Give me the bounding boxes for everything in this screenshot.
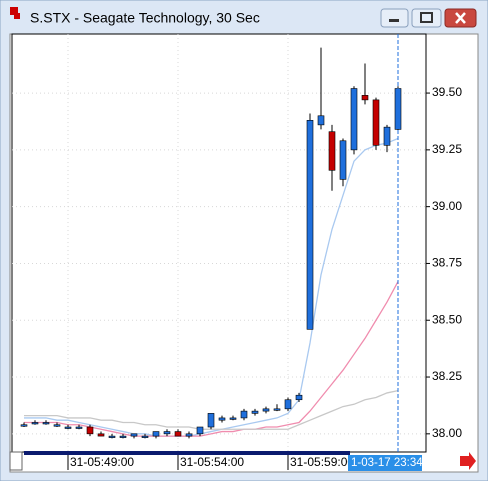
- minimize-icon: [389, 19, 399, 22]
- x-tick-label: 31-05:54:00: [180, 455, 244, 469]
- candle-body: [207, 413, 215, 428]
- maximize-button[interactable]: [411, 8, 442, 28]
- candle-body: [185, 433, 193, 437]
- candle-body: [20, 424, 28, 427]
- candle-body: [284, 399, 292, 410]
- candle-body: [350, 88, 358, 151]
- candle-body: [361, 95, 369, 101]
- indicator-line: [24, 137, 399, 437]
- app-icon: [10, 7, 18, 15]
- y-tick-label: 38.50: [432, 312, 462, 326]
- close-icon: [455, 12, 466, 24]
- candle-body: [86, 426, 94, 435]
- candle-body: [229, 417, 237, 420]
- candle-body: [130, 433, 138, 437]
- scroll-right-arrow[interactable]: [460, 452, 476, 470]
- candle-body: [196, 426, 204, 435]
- cursor-label-box: [348, 455, 422, 471]
- candle-body: [251, 410, 259, 414]
- candle-body: [317, 115, 325, 126]
- indicator-line: [24, 390, 399, 430]
- indicator-line: [24, 281, 399, 437]
- candle-body: [174, 431, 182, 437]
- y-tick-label: 39.00: [432, 199, 462, 213]
- maximize-icon: [420, 12, 433, 23]
- candle-body: [97, 433, 105, 437]
- x-tick-label: 31-05:49:00: [70, 455, 134, 469]
- window-title: S.STX - Seagate Technology, 30 Sec: [30, 10, 260, 26]
- app-icon: [14, 13, 20, 19]
- minimize-button[interactable]: [380, 8, 409, 28]
- x-tick-label: 31-05:59:00: [290, 455, 354, 469]
- candle-body: [75, 426, 83, 429]
- y-tick-label: 39.25: [432, 142, 462, 156]
- y-tick-label: 38.75: [432, 256, 462, 270]
- cursor-label: 1-03-17 23:34:00: [351, 457, 439, 469]
- candle-body: [262, 408, 270, 412]
- y-tick-label: 38.00: [432, 426, 462, 440]
- y-tick-label: 38.25: [432, 369, 462, 383]
- candle-body: [141, 435, 149, 438]
- candle-body: [295, 394, 303, 401]
- y-tick-label: 39.50: [432, 85, 462, 99]
- candle-body: [53, 424, 61, 427]
- candle-body: [372, 99, 380, 146]
- candle-body: [108, 435, 116, 438]
- candle-body: [163, 431, 171, 435]
- candle-body: [152, 431, 160, 437]
- candle-body: [64, 426, 72, 429]
- candle-body: [240, 410, 248, 419]
- scroll-bar[interactable]: [24, 451, 350, 455]
- candle-body: [273, 408, 281, 411]
- candle-body: [31, 422, 39, 425]
- candle-body: [218, 417, 226, 421]
- candle-body: [306, 120, 314, 330]
- candle-body: [383, 126, 391, 146]
- candle-body: [339, 140, 347, 180]
- scroll-thumb[interactable]: [9, 451, 23, 471]
- candle-body: [328, 131, 336, 171]
- candle-body: [119, 435, 127, 438]
- candle-body: [42, 422, 50, 425]
